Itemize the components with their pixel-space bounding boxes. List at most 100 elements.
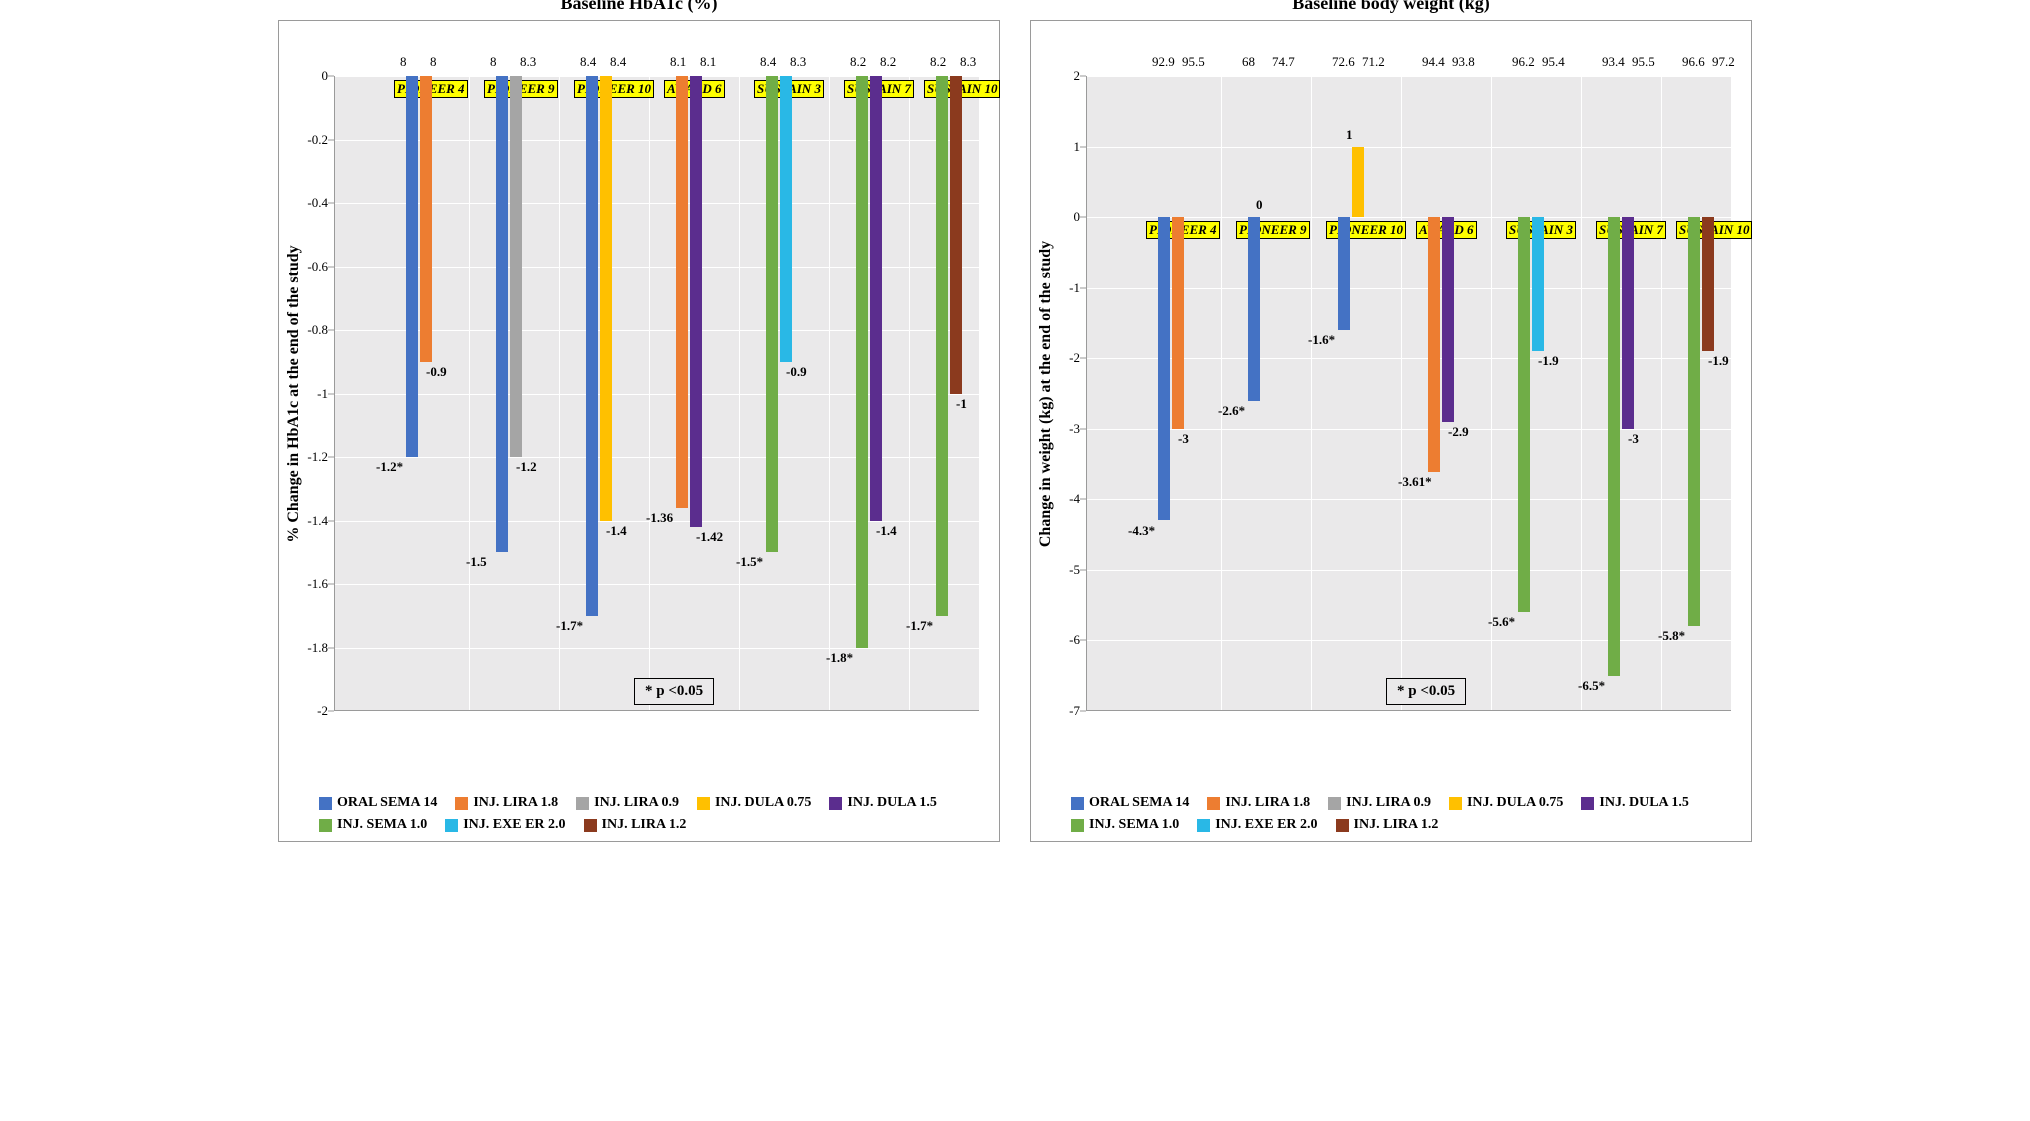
gridline-h bbox=[1086, 499, 1731, 500]
baseline-value: 8.3 bbox=[790, 54, 806, 70]
bar-value-label: -5.8* bbox=[1658, 628, 1685, 644]
right-chart-container: Baseline body weight (kg) Change in weig… bbox=[1030, 20, 1752, 842]
baseline-value: 93.4 bbox=[1602, 54, 1625, 70]
legend-item: INJ. LIRA 1.2 bbox=[1336, 817, 1439, 833]
legend-swatch bbox=[584, 819, 597, 832]
legend-swatch bbox=[1449, 797, 1462, 810]
bar bbox=[1702, 217, 1714, 351]
legend-label: INJ. EXE ER 2.0 bbox=[463, 817, 565, 833]
legend-item: INJ. SEMA 1.0 bbox=[1071, 817, 1179, 833]
baseline-value: 8.2 bbox=[850, 54, 866, 70]
baseline-value: 96.6 bbox=[1682, 54, 1705, 70]
right-chart-title: Baseline body weight (kg) bbox=[1031, 0, 1751, 14]
legend-item: INJ. DULA 0.75 bbox=[1449, 795, 1563, 811]
legend-item: INJ. LIRA 1.8 bbox=[1207, 795, 1310, 811]
legend-swatch bbox=[1328, 797, 1341, 810]
legend-swatch bbox=[1197, 819, 1210, 832]
bar bbox=[1172, 217, 1184, 429]
left-legend: ORAL SEMA 14INJ. LIRA 1.8INJ. LIRA 0.9IN… bbox=[289, 795, 989, 833]
bar-value-label: -1.4 bbox=[606, 523, 627, 539]
bar-value-label: -1.7* bbox=[556, 618, 583, 634]
left-yaxis-title: % Change in HbA1c at the end of the stud… bbox=[285, 245, 303, 542]
legend-item: INJ. LIRA 1.8 bbox=[455, 795, 558, 811]
bar bbox=[586, 76, 598, 616]
left-plot-area: % Change in HbA1c at the end of the stud… bbox=[334, 76, 979, 711]
bar bbox=[950, 76, 962, 394]
bar-value-label: -3.61* bbox=[1398, 474, 1432, 490]
gridline-v bbox=[1581, 76, 1582, 711]
legend-swatch bbox=[697, 797, 710, 810]
baseline-value: 8.1 bbox=[670, 54, 686, 70]
legend-swatch bbox=[455, 797, 468, 810]
right-plot-area: Change in weight (kg) at the end of the … bbox=[1086, 76, 1731, 711]
bar bbox=[676, 76, 688, 508]
bar-value-label: -1.9 bbox=[1708, 353, 1729, 369]
legend-swatch bbox=[1581, 797, 1594, 810]
baseline-value: 95.4 bbox=[1542, 54, 1565, 70]
baseline-value: 8.2 bbox=[880, 54, 896, 70]
y-axis-line bbox=[334, 76, 335, 711]
legend-item: INJ. SEMA 1.0 bbox=[319, 817, 427, 833]
bar-value-label: -6.5* bbox=[1578, 678, 1605, 694]
gridline-v bbox=[739, 76, 740, 711]
bar bbox=[870, 76, 882, 521]
bar bbox=[420, 76, 432, 362]
baseline-value: 8 bbox=[490, 54, 497, 70]
legend-label: INJ. LIRA 1.2 bbox=[602, 817, 687, 833]
legend-swatch bbox=[319, 819, 332, 832]
gridline-h bbox=[334, 457, 979, 458]
bar-value-label: -0.9 bbox=[786, 364, 807, 380]
legend-swatch bbox=[829, 797, 842, 810]
bar-value-label: -1.42 bbox=[696, 529, 723, 545]
gridline-h bbox=[1086, 147, 1731, 148]
gridline-v bbox=[469, 76, 470, 711]
bar bbox=[496, 76, 508, 552]
legend-label: INJ. LIRA 1.8 bbox=[473, 795, 558, 811]
left-chart-container: Baseline HbA1c (%) % Change in HbA1c at … bbox=[278, 20, 1000, 842]
gridline-h bbox=[334, 711, 979, 712]
legend-item: INJ. LIRA 0.9 bbox=[576, 795, 679, 811]
baseline-value: 8.3 bbox=[960, 54, 976, 70]
baseline-value: 8 bbox=[430, 54, 437, 70]
legend-label: INJ. EXE ER 2.0 bbox=[1215, 817, 1317, 833]
legend-item: INJ. EXE ER 2.0 bbox=[1197, 817, 1317, 833]
legend-swatch bbox=[319, 797, 332, 810]
right-legend: ORAL SEMA 14INJ. LIRA 1.8INJ. LIRA 0.9IN… bbox=[1041, 795, 1741, 833]
bar-value-label: -1.4 bbox=[876, 523, 897, 539]
bar-value-label: -0.9 bbox=[426, 364, 447, 380]
right-yaxis-title: Change in weight (kg) at the end of the … bbox=[1037, 240, 1055, 546]
bar-value-label: -1 bbox=[956, 396, 967, 412]
legend-swatch bbox=[445, 819, 458, 832]
bar bbox=[936, 76, 948, 616]
bar-value-label: -1.6* bbox=[1308, 332, 1335, 348]
baseline-value: 8.4 bbox=[760, 54, 776, 70]
bar bbox=[406, 76, 418, 457]
bar-value-label: -1.7* bbox=[906, 618, 933, 634]
baseline-value: 93.8 bbox=[1452, 54, 1475, 70]
baseline-value: 8.2 bbox=[930, 54, 946, 70]
baseline-value: 95.5 bbox=[1632, 54, 1655, 70]
bar bbox=[1428, 217, 1440, 472]
bar-value-label: -3 bbox=[1178, 431, 1189, 447]
legend-label: INJ. LIRA 0.9 bbox=[594, 795, 679, 811]
bar bbox=[1352, 147, 1364, 218]
gridline-v bbox=[559, 76, 560, 711]
bar bbox=[780, 76, 792, 362]
legend-label: INJ. LIRA 0.9 bbox=[1346, 795, 1431, 811]
legend-label: INJ. DULA 0.75 bbox=[1467, 795, 1563, 811]
bar-value-label: -1.5 bbox=[466, 554, 487, 570]
bar-value-label: -3 bbox=[1628, 431, 1639, 447]
legend-item: INJ. EXE ER 2.0 bbox=[445, 817, 565, 833]
legend-item: INJ. LIRA 1.2 bbox=[584, 817, 687, 833]
bar bbox=[1532, 217, 1544, 351]
baseline-value: 8.4 bbox=[580, 54, 596, 70]
bar bbox=[856, 76, 868, 648]
gridline-v bbox=[1311, 76, 1312, 711]
legend-label: INJ. DULA 1.5 bbox=[1599, 795, 1688, 811]
gridline-h bbox=[334, 648, 979, 649]
pvalue-note: * p <0.05 bbox=[1386, 678, 1466, 705]
gridline-h bbox=[1086, 640, 1731, 641]
baseline-value: 96.2 bbox=[1512, 54, 1535, 70]
legend-label: INJ. SEMA 1.0 bbox=[1089, 817, 1179, 833]
baseline-value: 97.2 bbox=[1712, 54, 1735, 70]
